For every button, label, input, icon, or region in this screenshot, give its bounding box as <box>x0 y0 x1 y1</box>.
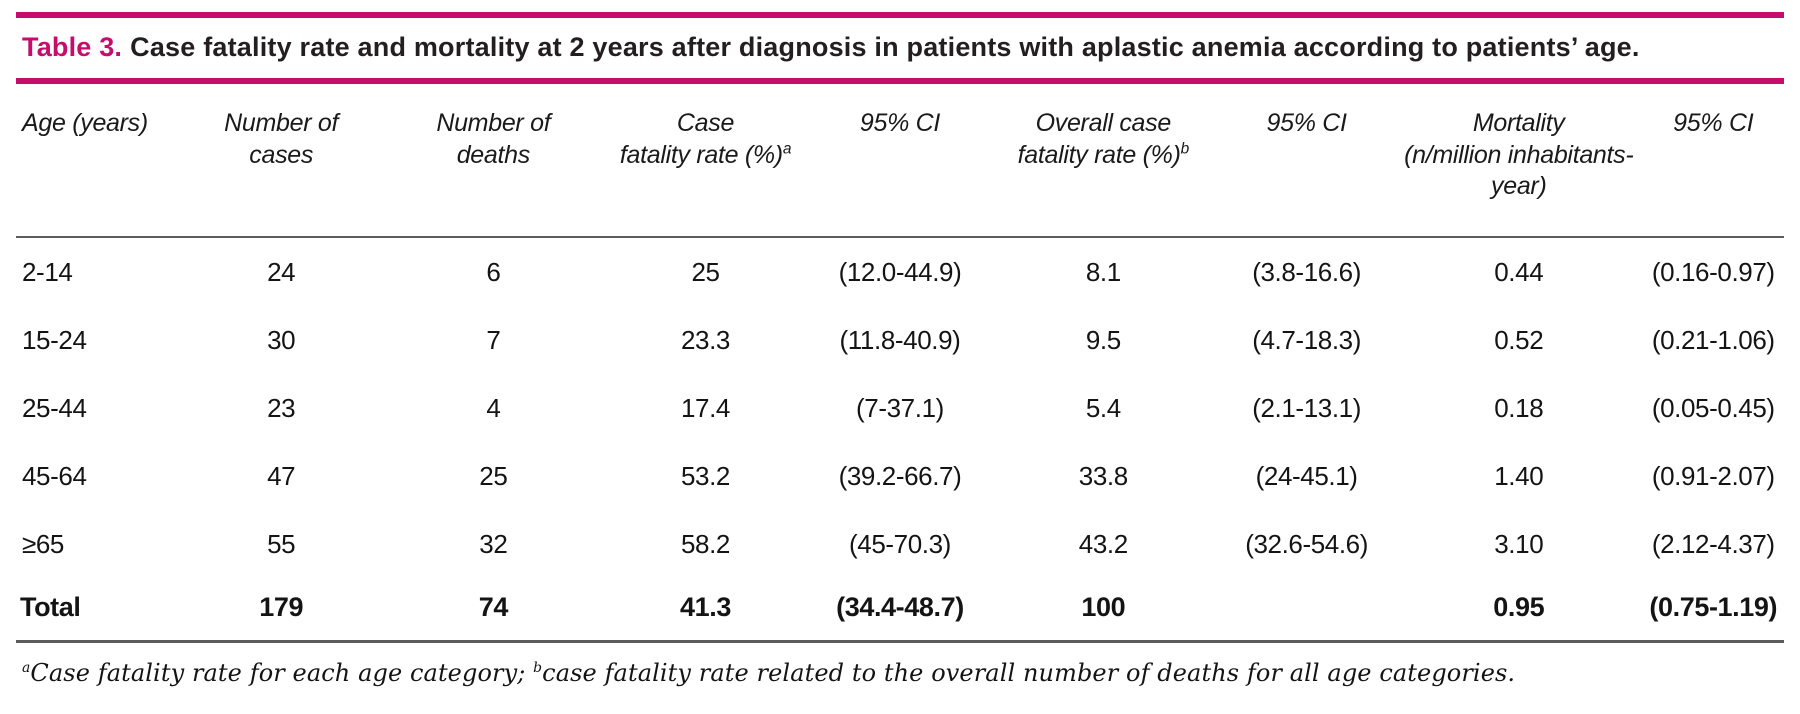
header-superscript: b <box>1180 140 1190 158</box>
table-cell: 23 <box>267 393 296 424</box>
table-cell: 25 <box>691 257 720 288</box>
table-footnote: aCase fatality rate for each age categor… <box>16 643 1784 687</box>
table-cell: 25 <box>479 461 508 492</box>
footnote-superscript: a <box>22 660 31 677</box>
column-header: Age (years) <box>16 100 176 239</box>
top-rule <box>16 12 1784 18</box>
table-title-text: Case fatality rate and mortality at 2 ye… <box>130 32 1640 62</box>
column-header: Case fatality rate (%)a <box>599 100 812 239</box>
table-cell: 25-44 <box>22 393 87 424</box>
total-row: Total 179 74 41.3 (34.4-48.7) 100 0.95 (0.75-1.… <box>16 578 1784 644</box>
table-row: 25-44 23 4 17.4 (7-37.1) 5.4 (2.1-13.1) 0.18 (0.… <box>16 374 1784 442</box>
table-cell: 23.3 <box>680 325 730 356</box>
table-cell: 4 <box>486 393 501 424</box>
table-row: 2-14 24 6 25 (12.0-44.9) 8.1 (3.8-16.6) 0.44 (0.… <box>16 237 1784 306</box>
table-cell: 1.40 <box>1494 461 1544 492</box>
table-cell: 45-64 <box>22 461 87 492</box>
table-cell: 58.2 <box>680 529 730 560</box>
footnote-superscript: b <box>533 660 543 677</box>
table-cell: 0.52 <box>1494 325 1544 356</box>
table-cell: (34.4-48.7) <box>811 578 989 644</box>
table-cell: (4.7-18.3) <box>1252 325 1361 356</box>
table-cell: 7 <box>486 325 501 356</box>
table-cell: 47 <box>267 461 296 492</box>
table-cell: (0.05-0.45) <box>1651 393 1775 424</box>
table-cell: 8.1 <box>1085 257 1121 288</box>
table-row: ≥65 55 32 58.2 (45-70.3) 43.2 (32.6-54.6) 3.10 (… <box>16 510 1784 578</box>
table-cell: 32 <box>479 529 508 560</box>
table-cell: 55 <box>267 529 296 560</box>
table-cell: 0.95 <box>1395 578 1643 644</box>
table-cell: 24 <box>267 257 296 288</box>
table-cell: 17.4 <box>680 393 730 424</box>
table-cell: 3.10 <box>1494 529 1544 560</box>
table-cell: 33.8 <box>1078 461 1128 492</box>
table-cell: (39.2-66.7) <box>838 461 962 492</box>
table-cell: (45-70.3) <box>849 529 951 560</box>
title-bottom-rule <box>16 78 1784 85</box>
table-cell: (7-37.1) <box>856 393 944 424</box>
table-cell: (12.0-44.9) <box>838 257 962 288</box>
table-row: 45-64 47 25 53.2 (39.2-66.7) 33.8 (24-45.1) 1.4… <box>16 442 1784 510</box>
column-header: 95% CI <box>1218 100 1395 239</box>
table-cell: 30 <box>267 325 296 356</box>
fatality-mortality-table: Age (years) Number of cases Number of deaths… <box>16 100 1784 644</box>
table-cell: 5.4 <box>1085 393 1121 424</box>
table-cell: 2-14 <box>22 257 73 288</box>
column-header: 95% CI <box>811 100 989 239</box>
table-cell: 15-24 <box>22 325 87 356</box>
table-header: Age (years) Number of cases Number of deaths… <box>16 100 1784 239</box>
table-cell: (32.6-54.6) <box>1245 529 1368 560</box>
table-cell: (0.75-1.19) <box>1642 578 1784 644</box>
column-header: Overall case fatality rate (%)b <box>988 100 1219 239</box>
table-cell: (2.1-13.1) <box>1252 393 1361 424</box>
table-cell <box>1218 578 1395 644</box>
table-cell: (3.8-16.6) <box>1252 257 1361 288</box>
table-cell: Total <box>16 578 176 644</box>
footnote-text: Case fatality rate for each age category… <box>30 659 534 688</box>
column-header: Number of cases <box>175 100 388 239</box>
table-cell: (0.91-2.07) <box>1651 461 1775 492</box>
header-row: Age (years) Number of cases Number of deaths… <box>16 100 1784 239</box>
table-cell: 43.2 <box>1078 529 1128 560</box>
table-number-label: Table 3. <box>22 32 123 62</box>
table-cell: 0.18 <box>1494 393 1544 424</box>
table-cell: (0.16-0.97) <box>1651 257 1775 288</box>
table-cell: (24-45.1) <box>1255 461 1358 492</box>
table-cell: 0.44 <box>1494 257 1544 288</box>
table-cell: 6 <box>486 257 501 288</box>
table-cell: 9.5 <box>1085 325 1121 356</box>
table-row: 15-24 30 7 23.3 (11.8-40.9) 9.5 (4.7-18.3) 0.52… <box>16 306 1784 374</box>
table-title: Table 3. Case fatality rate and mortality… <box>16 18 1784 78</box>
table-cell: (11.8-40.9) <box>839 325 961 356</box>
table-cell: 100 <box>988 578 1219 644</box>
table-cell: ≥65 <box>22 529 64 560</box>
header-superscript: a <box>782 140 792 158</box>
table-cell: 53.2 <box>680 461 730 492</box>
column-header: 95% CI <box>1642 100 1784 239</box>
table-cell: (0.21-1.06) <box>1651 325 1775 356</box>
footnote-text: case fatality rate related to the overal… <box>542 659 1516 688</box>
table-cell: 41.3 <box>599 578 812 644</box>
column-header: Mortality (n/million inhabitants-year) <box>1395 100 1643 239</box>
table-cell: (2.12-4.37) <box>1651 529 1775 560</box>
table-cell: 179 <box>175 578 388 644</box>
column-header: Number of deaths <box>387 100 600 239</box>
table-body: 2-14 24 6 25 (12.0-44.9) 8.1 (3.8-16.6) 0.44 (0.… <box>16 237 1784 644</box>
table-cell: 74 <box>387 578 600 644</box>
